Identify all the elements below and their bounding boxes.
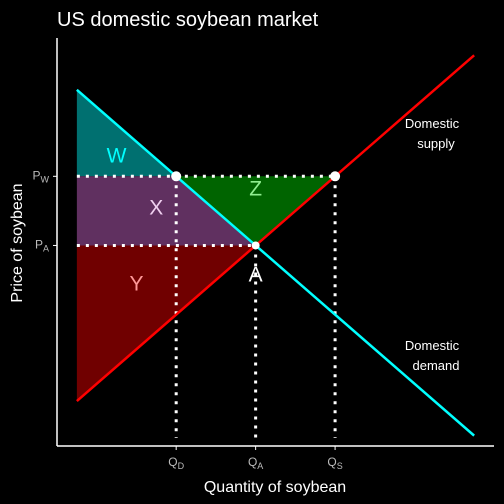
point-label-a: A [249, 263, 263, 286]
equilibrium-points: A [171, 171, 341, 286]
region-labels: Domestic supply Domestic demand W X Y Z [107, 116, 460, 373]
axis-ticks: QD QA QS PW PA [32, 168, 342, 471]
region-z [176, 176, 336, 246]
y-axis-label: Price of soybean [9, 183, 26, 302]
chart-title: US domestic soybean market [57, 9, 319, 31]
series-label-domestic-demand-1: demand [413, 358, 460, 373]
x-tick-label-qs: QS [327, 455, 342, 471]
series-domestic-supply [76, 54, 475, 402]
axes [56, 38, 494, 447]
y-tick-label-pw: PW [32, 168, 49, 184]
series-label-domestic-supply-1: supply [417, 136, 455, 151]
x-tick-label-qd: QD [168, 455, 184, 471]
x-axis-label: Quantity of soybean [204, 479, 346, 496]
series-label-domestic-supply-0: Domestic [405, 116, 460, 131]
series-label-domestic-demand-0: Domestic [405, 338, 460, 353]
region-label-x: X [149, 196, 163, 219]
x-tick-label-qa: QA [248, 455, 263, 471]
region-label-y: Y [129, 272, 143, 295]
point-1 [330, 171, 341, 182]
series-domestic-demand [76, 88, 475, 437]
curves [76, 54, 475, 437]
region-label-w: W [107, 144, 127, 167]
region-x [76, 176, 256, 246]
y-tick-label-pa: PA [35, 237, 49, 253]
point-0 [171, 171, 182, 182]
region-label-z: Z [249, 177, 262, 200]
point-a [251, 241, 260, 250]
dotted-guides [76, 174, 337, 438]
